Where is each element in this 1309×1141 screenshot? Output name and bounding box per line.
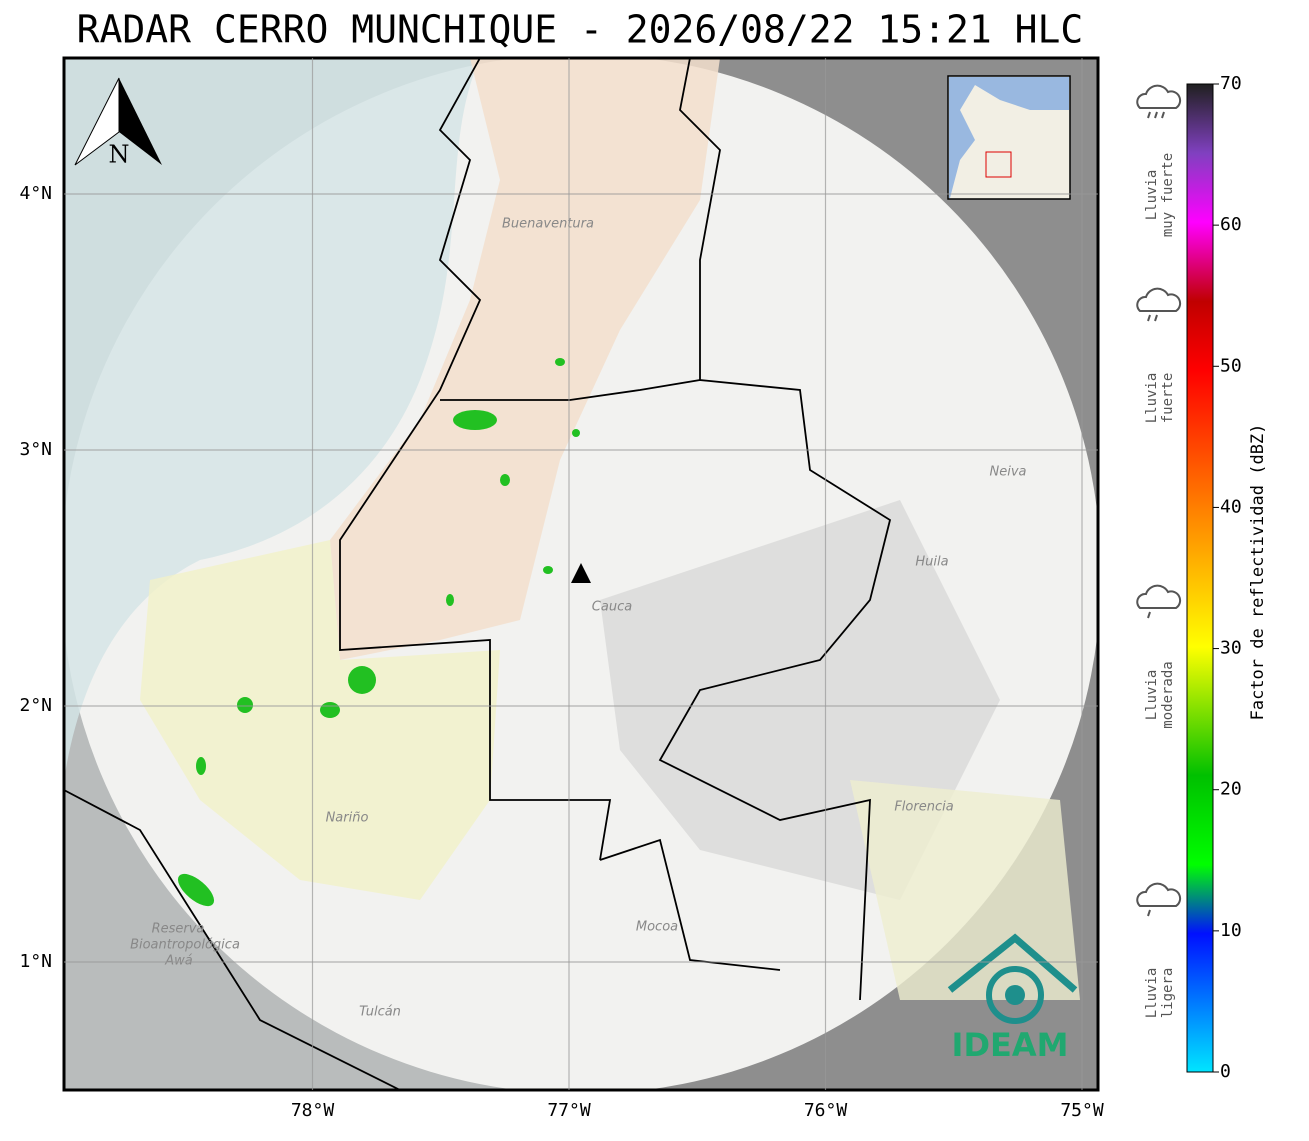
cloud: [1136, 882, 1182, 907]
place-label: Neiva: [990, 465, 1027, 480]
lat-tick-label: 2°N: [19, 695, 52, 716]
place-label: Mocoa: [636, 920, 678, 935]
place-label: Florencia: [894, 800, 953, 815]
title: RADAR CERRO MUNCHIQUE - 2026/08/22 15:21…: [77, 8, 1084, 52]
colorbar-tick-label: 40: [1220, 496, 1242, 517]
rain-level: Lluvia muy fuerte: [1144, 153, 1176, 237]
rain-icon: [1136, 287, 1182, 322]
colorbar-tick-label: 10: [1220, 920, 1242, 941]
drop: [1147, 611, 1151, 619]
drop: [1147, 314, 1151, 322]
logo-text: IDEAM: [952, 1026, 1069, 1064]
drop: [1147, 909, 1151, 917]
colorbar-tick-label: 30: [1220, 638, 1242, 659]
colorbar: [1186, 83, 1214, 1073]
rain-level-text: Lluvia: [1144, 373, 1160, 424]
colorbar-tick-label: 20: [1220, 779, 1242, 800]
cloud: [1136, 584, 1182, 609]
colorbar-tick-label: 0: [1220, 1061, 1231, 1082]
place-label: Awá: [164, 954, 193, 969]
lat-tick-label: 4°N: [19, 183, 52, 204]
inset-map: [947, 75, 1071, 200]
rain-level: Lluvia fuerte: [1144, 373, 1176, 424]
lon-tick-label: 76°W: [804, 1100, 848, 1121]
rain-level-text: Lluvia: [1144, 170, 1160, 221]
rain-level: Lluvia moderada: [1144, 661, 1176, 728]
place-labels: Buenaventura Cauca Huila Neiva Nariño Florenc…: [130, 217, 1026, 1020]
rain-level-text: fuerte: [1160, 373, 1176, 424]
place-label: Cauca: [592, 600, 632, 615]
north-label: N: [109, 141, 130, 169]
place-label: Huila: [915, 555, 948, 570]
drop: [1161, 111, 1165, 119]
rain-icon: [1136, 84, 1182, 119]
place-label: Bioantropológica: [130, 938, 240, 953]
drop: [1154, 314, 1158, 322]
place-label: Buenaventura: [502, 217, 594, 232]
rain-icon: [1136, 584, 1182, 619]
rain-level: Lluvia ligera: [1144, 968, 1176, 1019]
drop: [1154, 111, 1158, 119]
map-frame: [62, 56, 1100, 1092]
radar-site: [571, 563, 591, 583]
rain-level-text: Lluvia: [1144, 670, 1160, 721]
rain-level-text: muy fuerte: [1160, 153, 1176, 237]
rain-icon: [1136, 882, 1182, 917]
colorbar-tick-label: 70: [1220, 73, 1242, 94]
lon-tick-label: 77°W: [547, 1100, 591, 1121]
lon-tick-label: 75°W: [1060, 1100, 1104, 1121]
rain-level-text: Lluvia: [1144, 968, 1160, 1019]
rain-level-text: ligera: [1160, 968, 1176, 1019]
cloud: [1136, 84, 1182, 109]
cloud: [1136, 287, 1182, 312]
place-label: Tulcán: [359, 1005, 401, 1020]
drop: [1147, 111, 1151, 119]
colorbar-label: Factor de reflectividad (dBZ): [1248, 424, 1268, 721]
place-label: Reserva: [152, 922, 205, 937]
lat-tick-label: 3°N: [19, 439, 52, 460]
lat-tick-label: 1°N: [19, 951, 52, 972]
map: N IDEAM: [64, 58, 1098, 1090]
logo: IDEAM: [947, 933, 1078, 1064]
place-label: Nariño: [326, 811, 369, 826]
colorbar-tick-label: 50: [1220, 355, 1242, 376]
colorbar-tick-label: 60: [1220, 214, 1242, 235]
rain-level-text: moderada: [1160, 661, 1176, 728]
lon-tick-label: 78°W: [291, 1100, 335, 1121]
north-arrow: N: [74, 77, 162, 169]
